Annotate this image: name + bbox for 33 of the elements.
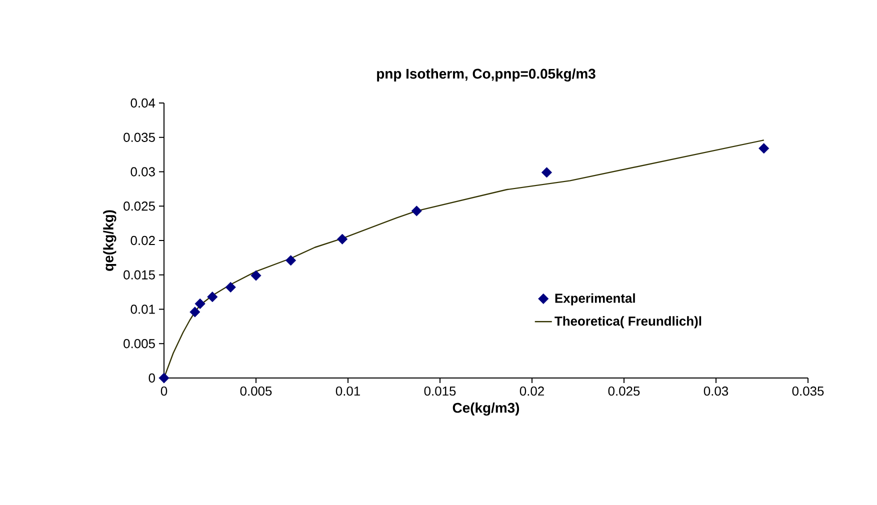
x-tick-label: 0 (160, 386, 168, 396)
point (411, 206, 422, 216)
point (758, 143, 770, 154)
x-axis-title: Ce(kg/m3) (452, 402, 520, 416)
x-tick-label: 0.005 (240, 386, 272, 396)
y-axis-title: qe(kg/kg) (103, 210, 116, 271)
point (250, 270, 262, 281)
x-tick-label: 0.015 (424, 386, 456, 396)
chart-title: pnp Isotherm, Co,pnp=0.05kg/m3 (377, 68, 596, 82)
x-tick-label: 0.035 (792, 386, 824, 396)
y-tick-label: 0.015 (124, 270, 155, 280)
y-tick-label: 0.035 (124, 132, 155, 142)
y-tick-label: 0.02 (130, 236, 155, 246)
x-tick-label: 0.03 (704, 386, 728, 396)
point (190, 306, 200, 318)
y-tick-label: 0 (148, 373, 155, 383)
y-tick-label: 0.025 (124, 202, 155, 211)
x-tick-label: 0.01 (336, 386, 360, 396)
y-tick-label: 0.04 (130, 98, 156, 108)
legend-label: Experimental (555, 293, 635, 306)
point (194, 298, 206, 310)
x-tick-label: 0.025 (608, 386, 640, 396)
y-tick-label: 0.03 (130, 167, 155, 176)
x-tick-label: 0.02 (520, 386, 544, 396)
point (541, 167, 552, 178)
point (285, 255, 296, 266)
point (337, 234, 348, 244)
y-tick-label: 0.005 (124, 339, 155, 348)
point (225, 282, 236, 293)
point (207, 292, 218, 302)
y-tick-label: 0.01 (130, 304, 155, 314)
point (158, 372, 170, 384)
legend-label: Theoretica( Freundlich)l (554, 316, 702, 328)
